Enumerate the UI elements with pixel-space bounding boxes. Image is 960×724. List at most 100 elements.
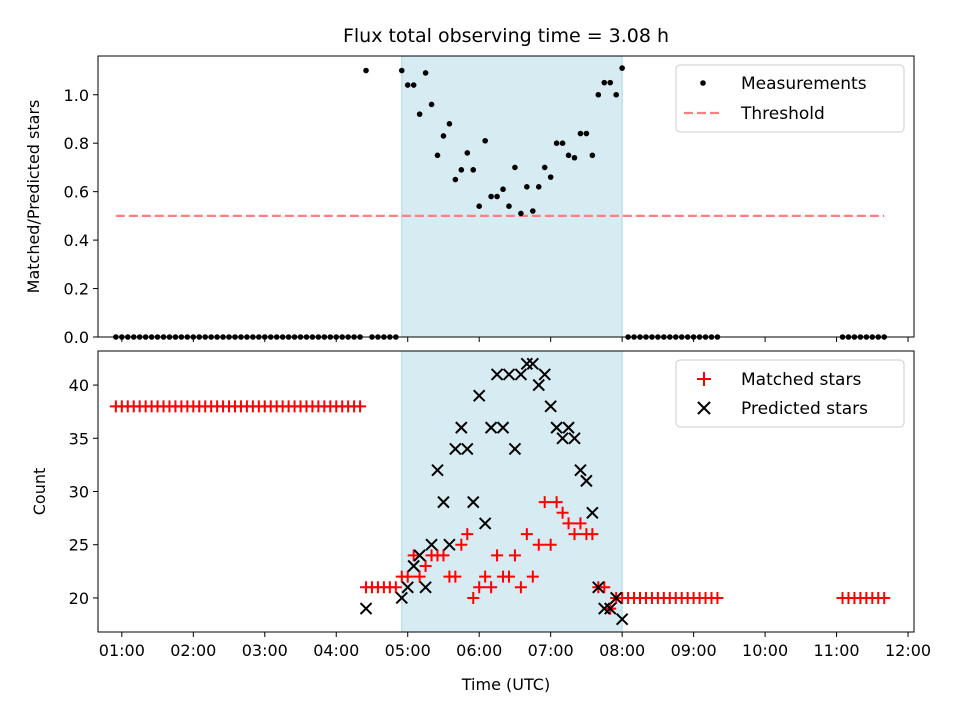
predicted-star-point: [556, 432, 569, 445]
x-tick-label: 10:00: [742, 641, 788, 660]
predicted-star-point: [532, 378, 545, 392]
measurement-point: [398, 67, 405, 74]
matched-star-point: [526, 570, 539, 583]
measurement-point: [512, 164, 518, 171]
predicted-star-point: [455, 421, 468, 434]
predicted-star-point: [401, 581, 414, 594]
x-tick-label: 02:00: [170, 641, 216, 660]
y-tick-label: 0.8: [64, 134, 89, 153]
predicted-star-point: [431, 464, 444, 477]
matched-star-point: [502, 570, 515, 583]
y-tick-label: 0.6: [64, 183, 89, 202]
predicted-star-point: [467, 495, 480, 509]
y-tick-label: 0.4: [64, 231, 89, 250]
matched-star-point: [401, 570, 414, 583]
matched-star-point: [508, 549, 521, 562]
matched-star-point: [556, 506, 569, 519]
matched-star-point: [574, 517, 587, 530]
y-tick-label: 35: [69, 429, 89, 448]
predicted-star-point: [443, 538, 456, 551]
x-tick-label: 05:00: [385, 641, 431, 660]
measurement-point: [458, 167, 465, 173]
legend-measurements-label: Measurements: [741, 74, 867, 94]
x-tick-label: 04:00: [313, 641, 359, 660]
y-tick-label: 0.0: [64, 328, 89, 347]
measurement-point: [470, 167, 477, 173]
measurement-point: [595, 91, 602, 98]
x-tick-label: 03:00: [242, 641, 288, 660]
x-tick-label: 09:00: [671, 641, 717, 660]
matched-star-point: [354, 400, 367, 413]
measurement-point: [589, 152, 596, 159]
bottom-plot-frame: [97, 350, 915, 633]
top-y-axis-label: Matched/Predicted stars: [24, 100, 43, 294]
top-legend-box: [675, 64, 905, 133]
measurement-point: [464, 150, 471, 156]
measurement-point: [607, 79, 614, 86]
predicted-star-point: [413, 549, 426, 562]
measurement-point: [446, 121, 453, 127]
top-legend: Measurements Threshold: [675, 64, 905, 133]
predicted-star-point: [508, 442, 522, 456]
measurement-point: [434, 152, 441, 159]
bottom-legend: Matched stars Predicted stars: [675, 359, 905, 428]
legend-threshold-label: Threshold: [740, 104, 825, 124]
predicted-star-point: [437, 495, 450, 509]
bottom-y-axis-label: Count: [30, 468, 49, 516]
predicted-star-point: [472, 389, 486, 402]
matched-star-point: [419, 560, 432, 573]
y-tick-label: 20: [69, 589, 89, 608]
matched-star-point: [544, 538, 557, 551]
top-y-ticks: 0.0 0.2 0.4 0.6 0.8 1.0: [64, 86, 98, 347]
predicted-star-point: [395, 591, 408, 605]
matched-star-point: [485, 581, 498, 594]
matched-star-point: [538, 496, 551, 509]
predicted-star-point: [609, 591, 623, 605]
y-tick-label: 30: [69, 483, 89, 502]
measurement-point: [535, 184, 542, 190]
measurement-point: [559, 140, 566, 147]
matched-star-point: [413, 570, 426, 583]
predicted-star-point: [407, 559, 420, 573]
matched-star-point: [437, 549, 450, 562]
predicted-star-point: [484, 421, 498, 434]
matched-star-point: [449, 570, 462, 583]
matched-star-point: [520, 528, 533, 541]
measurement-point: [524, 184, 530, 190]
measurement-point: [404, 82, 411, 88]
x-tick-label: 11:00: [814, 641, 860, 660]
measurement-point: [500, 186, 506, 193]
matched-star-point: [491, 549, 504, 562]
predicted-star-point: [562, 421, 575, 434]
measurement-point: [482, 137, 488, 144]
measurement-point: [363, 67, 369, 74]
measurement-point: [613, 91, 619, 98]
predicted-star-point: [580, 474, 593, 488]
measurement-point: [488, 193, 494, 200]
predicted-star-point: [478, 517, 492, 530]
matched-star-point: [711, 591, 724, 604]
predicted-star-point: [490, 368, 504, 381]
predicted-star-point: [461, 442, 474, 456]
predicted-star-point: [538, 368, 551, 381]
measurement-point: [422, 70, 429, 76]
matched-star-point: [455, 538, 468, 551]
measurement-point: [452, 176, 459, 183]
measurement-point: [506, 203, 512, 209]
matched-star-point: [479, 570, 492, 583]
chart-title: Flux total observing time = 3.08 h: [343, 25, 669, 47]
predicted-star-point: [502, 368, 516, 381]
predicted-star-point: [449, 442, 462, 456]
measurement-point: [530, 208, 536, 214]
y-tick-label: 40: [69, 376, 89, 395]
measurement-point: [547, 174, 554, 180]
measurement-point: [476, 203, 482, 209]
x-tick-label: 01:00: [99, 641, 145, 660]
predicted-star-point: [550, 421, 563, 434]
predicted-star-point: [419, 581, 432, 594]
predicted-star-point: [586, 506, 599, 519]
predicted-star-point: [615, 613, 629, 626]
y-tick-label: 25: [69, 536, 89, 555]
legend-measurements-marker: [700, 80, 706, 86]
